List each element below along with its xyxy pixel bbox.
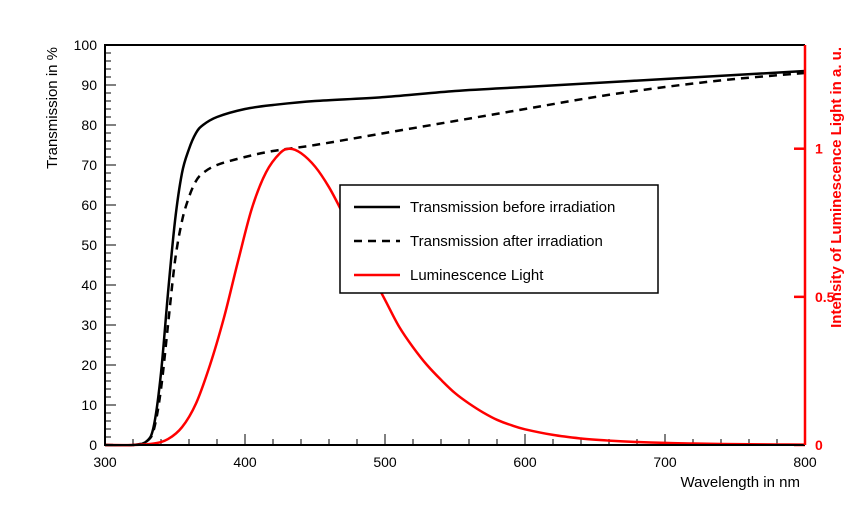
y-left-tick-label: 60 [81,197,97,213]
legend-label-lum: Luminescence Light [410,267,544,284]
y-left-tick-label: 40 [81,277,97,293]
x-tick-label: 700 [653,454,677,470]
x-tick-label: 300 [93,454,117,470]
x-tick-label: 600 [513,454,537,470]
y-left-tick-label: 0 [89,437,97,453]
y-left-tick-label: 20 [81,357,97,373]
y-right-tick-label: 0 [815,437,823,453]
y-left-tick-label: 70 [81,157,97,173]
y-left-tick-label: 10 [81,397,97,413]
x-axis-label: Wavelength in nm [680,474,800,491]
legend-label-before: Transmission before irradiation [410,199,615,216]
y-left-tick-label: 50 [81,237,97,253]
y-left-tick-label: 90 [81,77,97,93]
legend-label-after: Transmission after irradiation [410,233,603,250]
legend: Transmission before irradiation Transmiss… [340,185,658,293]
y-left-tick-label: 30 [81,317,97,333]
x-tick-label: 400 [233,454,257,470]
y-left-tick-label: 100 [74,37,98,53]
y-right-axis-label: Intensity of Luminescence Light in a. u. [828,47,845,328]
x-tick-label: 800 [793,454,817,470]
y-left-tick-label: 80 [81,117,97,133]
y-right-tick-label: 1 [815,141,823,157]
y-left-axis-label: Transmission in % [44,47,61,169]
x-tick-label: 500 [373,454,397,470]
